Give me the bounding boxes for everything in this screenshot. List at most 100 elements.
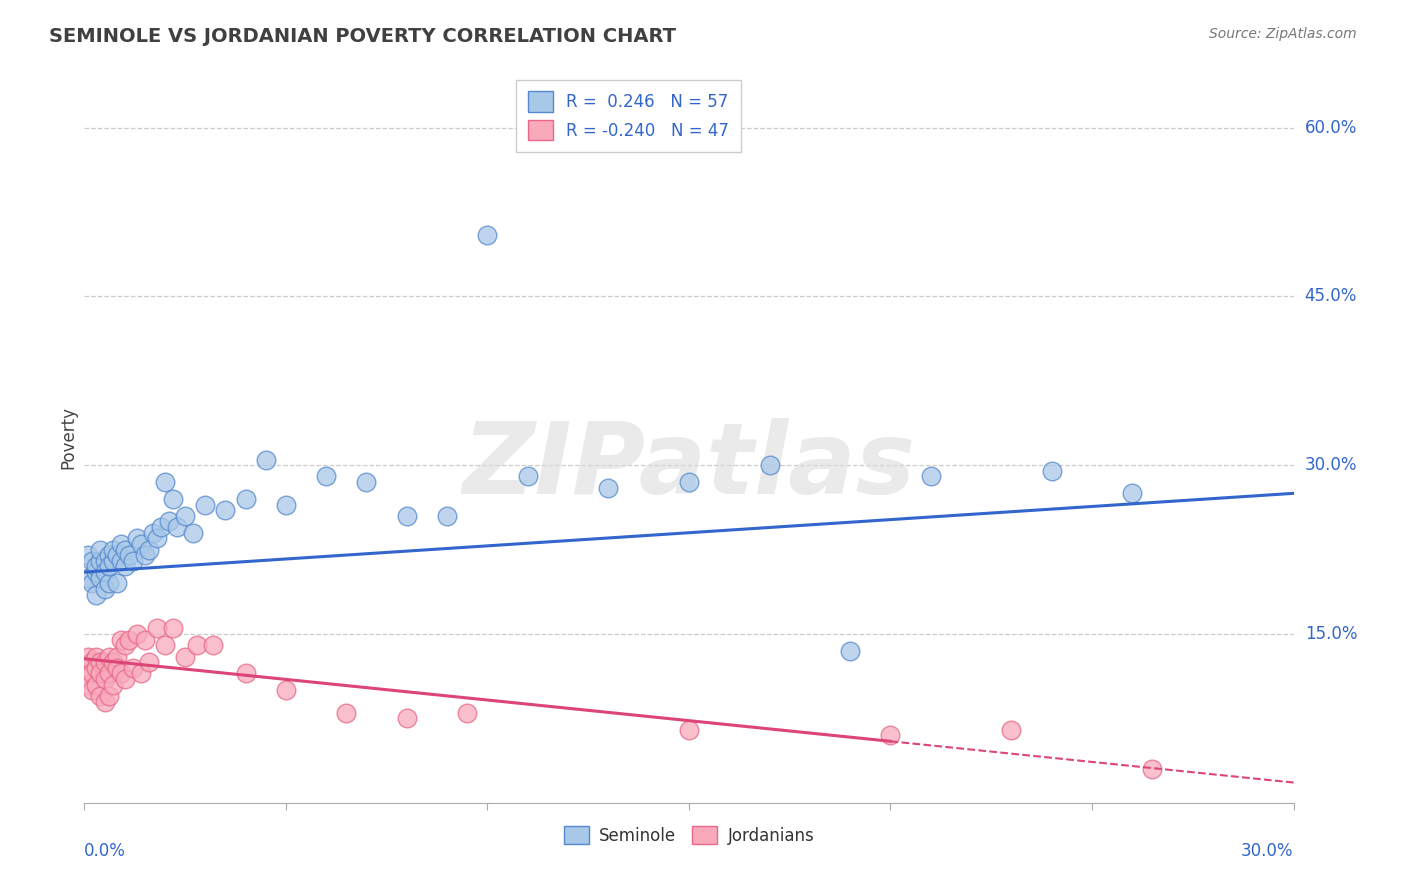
Point [86,649,108,664]
Point [101,554,124,568]
Point [678,475,700,489]
Point [82,683,104,698]
Text: 30.0%: 30.0% [1241,842,1294,860]
Point [395,711,418,725]
Point [82,655,104,669]
Point [174,508,197,523]
Point [101,678,124,692]
Text: ZIPatlas: ZIPatlas [463,417,915,515]
Point [157,515,180,529]
Point [1121,486,1143,500]
Point [89,666,111,681]
Point [146,621,169,635]
Point [121,661,143,675]
Point [274,498,297,512]
Point [235,666,257,681]
Point [77,548,100,562]
Point [1000,723,1022,737]
Point [97,548,120,562]
Text: 45.0%: 45.0% [1305,287,1357,305]
Point [110,666,132,681]
Text: 60.0%: 60.0% [1305,119,1357,136]
Y-axis label: Poverty: Poverty [59,406,77,468]
Point [235,491,257,506]
Point [93,582,115,596]
Point [89,542,111,557]
Point [93,655,115,669]
Point [110,537,132,551]
Point [101,542,124,557]
Point [118,632,141,647]
Point [97,559,120,574]
Point [114,672,136,686]
Point [105,649,128,664]
Point [1142,762,1164,776]
Text: Source: ZipAtlas.com: Source: ZipAtlas.com [1209,27,1357,41]
Text: 15.0%: 15.0% [1305,625,1357,643]
Point [153,638,176,652]
Point [758,458,780,473]
Point [920,469,942,483]
Point [138,655,160,669]
Point [456,706,478,720]
Point [129,537,152,551]
Point [202,638,225,652]
Point [274,683,297,698]
Point [118,548,141,562]
Point [138,542,160,557]
Point [254,452,277,467]
Point [77,678,100,692]
Point [162,491,184,506]
Point [477,227,499,242]
Point [86,588,108,602]
Point [125,627,148,641]
Point [194,498,217,512]
Point [86,678,108,692]
Point [97,649,120,664]
Point [335,706,357,720]
Text: SEMINOLE VS JORDANIAN POVERTY CORRELATION CHART: SEMINOLE VS JORDANIAN POVERTY CORRELATIO… [49,27,676,45]
Point [114,542,136,557]
Point [134,548,156,562]
Point [86,661,108,675]
Point [93,694,115,708]
Point [125,532,148,546]
Point [105,548,128,562]
Legend: Seminole, Jordanians: Seminole, Jordanians [555,818,823,853]
Point [174,649,197,664]
Point [516,469,538,483]
Point [436,508,458,523]
Point [149,520,172,534]
Point [1040,464,1063,478]
Point [678,723,700,737]
Point [82,576,104,591]
Point [89,554,111,568]
Point [105,661,128,675]
Text: 30.0%: 30.0% [1305,456,1357,475]
Point [395,508,418,523]
Point [77,666,100,681]
Point [879,728,901,742]
Point [114,559,136,574]
Point [86,559,108,574]
Point [186,638,208,652]
Point [110,632,132,647]
Point [598,481,620,495]
Point [214,503,236,517]
Point [114,638,136,652]
Point [315,469,337,483]
Point [93,672,115,686]
Point [181,525,204,540]
Point [89,689,111,703]
Point [89,571,111,585]
Point [110,554,132,568]
Point [93,565,115,579]
Point [93,554,115,568]
Point [142,525,165,540]
Point [82,666,104,681]
Point [105,576,128,591]
Point [97,576,120,591]
Point [77,571,100,585]
Point [146,532,169,546]
Point [86,565,108,579]
